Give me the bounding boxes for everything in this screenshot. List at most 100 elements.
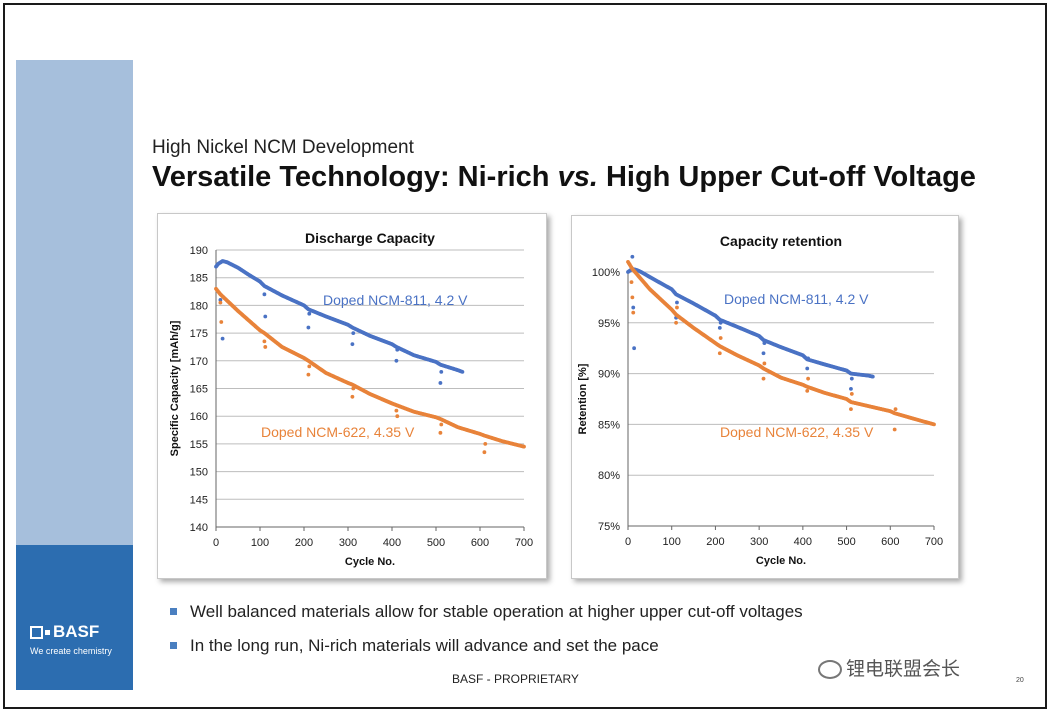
series-label: Doped NCM-622, 4.35 V [720, 424, 874, 440]
y-tick-label: 150 [190, 467, 208, 479]
y-tick-label: 100% [592, 267, 620, 279]
chart-title: Capacity retention [720, 233, 842, 249]
outlier-point [218, 297, 223, 302]
outlier-point [439, 422, 444, 427]
title-part-2: High Upper Cut-off Voltage [597, 161, 976, 193]
sidebar-band-dark [16, 545, 133, 690]
discharge-capacity-chart-panel: Discharge Capacity 140 145 150 155 160 165 170 1… [157, 213, 547, 579]
outlier-point [350, 342, 355, 347]
outlier-point [632, 346, 637, 351]
y-tick-label: 165 [190, 384, 208, 396]
x-tick-label: 100 [663, 536, 681, 548]
data-point [870, 374, 875, 379]
slide-title: Versatile Technology: Ni-rich vs. High U… [152, 161, 976, 194]
y-tick-label: 85% [598, 419, 620, 431]
capacity-retention-chart-panel: Capacity retention 75% 80% 85% 90% 95% 100% 0 10… [571, 215, 959, 579]
outlier-point [893, 407, 898, 412]
outlier-point [220, 336, 225, 341]
outlier-point [394, 408, 399, 413]
outlier-point [629, 280, 634, 285]
y-tick-label: 80% [598, 470, 620, 482]
data-point [460, 369, 465, 374]
outlier-point [849, 386, 853, 391]
outlier-point [805, 388, 810, 393]
outlier-point [482, 450, 487, 455]
y-tick-label: 185 [190, 273, 208, 285]
capacity-retention-chart: Capacity retention 75% 80% 85% 90% 95% 100% 0 10… [577, 233, 943, 567]
x-tick-label: 300 [750, 536, 768, 548]
outlier-point [306, 325, 311, 330]
y-tick-label: 95% [598, 318, 620, 330]
outlier-point [394, 358, 399, 363]
x-tick-label: 700 [515, 537, 533, 549]
x-tick-label: 500 [837, 536, 855, 548]
series-label: Doped NCM-811, 4.2 V [724, 291, 869, 307]
outlier-point [675, 305, 679, 310]
logo-square-icon [30, 625, 43, 639]
bullet-square-icon [170, 608, 177, 615]
x-tick-label: 200 [706, 536, 724, 548]
x-tick-label: 200 [295, 537, 313, 549]
y-tick-label: 145 [190, 494, 208, 506]
y-tick-label: 155 [190, 439, 208, 451]
outlier-point [350, 394, 355, 399]
outlier-point [717, 351, 722, 356]
outlier-point [351, 386, 356, 391]
discharge-capacity-chart: Discharge Capacity 140 145 150 155 160 165 170 1… [169, 230, 533, 568]
outlier-point [438, 381, 443, 385]
outlier-point [806, 356, 811, 361]
watermark: 锂电联盟会长 [818, 654, 960, 681]
outlier-point [351, 331, 356, 335]
outlier-point [307, 364, 312, 369]
data-point [522, 444, 526, 449]
outlier-point [675, 300, 679, 305]
x-tick-label: 700 [925, 536, 943, 548]
x-tick-label: 600 [881, 536, 899, 548]
bullet-text: Well balanced materials allow for stable… [190, 602, 803, 621]
outlier-point [761, 351, 766, 356]
outlier-point [307, 311, 312, 316]
outlier-point [717, 325, 722, 330]
outlier-point [395, 414, 400, 419]
page-number: 20 [1016, 677, 1024, 684]
y-tick-label: 170 [190, 356, 208, 368]
outlier-point [439, 369, 444, 374]
x-tick-label: 400 [794, 536, 812, 548]
outlier-point [438, 430, 443, 435]
x-tick-label: 600 [471, 537, 489, 549]
title-italic: vs. [557, 161, 598, 193]
bullet-square-icon [170, 642, 177, 649]
outlier-point [762, 341, 767, 346]
data-point [932, 422, 936, 427]
outlier-point [849, 376, 854, 381]
outlier-point [892, 427, 897, 432]
outlier-point [483, 442, 488, 446]
logo-dot-icon [45, 629, 50, 635]
bullet-text: In the long run, Ni-rich materials will … [190, 636, 659, 655]
basf-logo: BASF [30, 622, 99, 642]
outlier-point [306, 372, 311, 377]
outlier-point [849, 392, 854, 396]
y-tick-label: 175 [190, 328, 208, 340]
outlier-point [718, 336, 723, 340]
outlier-point [263, 314, 268, 319]
y-tick-label: 75% [598, 521, 620, 533]
series-label: Doped NCM-622, 4.35 V [261, 424, 415, 440]
outlier-point [262, 292, 267, 297]
watermark-text: 锂电联盟会长 [846, 659, 961, 680]
logo-tagline: We create chemistry [30, 646, 112, 656]
outlier-point [806, 376, 811, 381]
x-tick-label: 100 [251, 537, 269, 549]
outlier-point [805, 366, 810, 371]
x-tick-label: 0 [625, 536, 631, 548]
outlier-point [630, 254, 635, 259]
outlier-point [849, 407, 853, 412]
x-axis-label: Cycle No. [345, 556, 395, 568]
x-tick-label: 400 [383, 537, 401, 549]
outlier-point [718, 320, 723, 325]
outlier-point [262, 339, 267, 344]
chart-title: Discharge Capacity [305, 230, 435, 246]
outlier-point [762, 361, 767, 366]
y-tick-label: 90% [598, 369, 620, 381]
y-axis-label: Specific Capacity [mAh/g] [169, 320, 181, 456]
